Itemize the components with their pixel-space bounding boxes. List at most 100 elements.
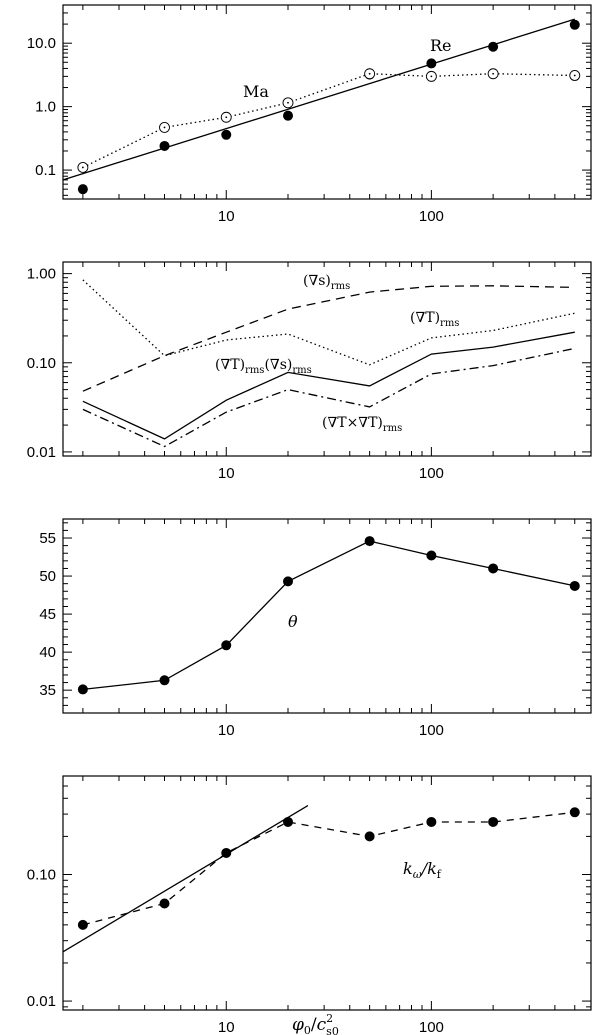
data-point-series: [77, 684, 88, 695]
y-tick-label: 35: [39, 682, 56, 699]
series-line-t-t-rms: [82, 347, 575, 448]
annot-grad-T: (∇T)rms: [410, 310, 459, 329]
panel-velocity: 10 100 0.1 1.0 10.0 Re Ma: [27, 4, 592, 225]
data-point-re: [283, 110, 294, 121]
data-point-k-kf: [77, 919, 88, 930]
y-tick-label: 45: [39, 606, 56, 623]
annot-grad-s-sub: rms: [331, 281, 350, 292]
data-point-series: [221, 640, 232, 651]
axis-ticks: 10 100 35 40 45 50 55: [39, 519, 592, 739]
data-point-series: [426, 550, 437, 561]
y-tick-label: 1.0: [35, 99, 56, 116]
data-point-series: [159, 675, 170, 686]
annot-product-T: (∇T): [215, 357, 245, 373]
annot-grad-T-sub: rms: [440, 318, 459, 329]
annot-product: (∇T)rms(∇s)rms: [215, 357, 312, 376]
data-point-center-ma: [573, 74, 576, 77]
xlabel-sup: 2: [326, 1012, 333, 1025]
panel-frame: [62, 518, 592, 714]
annot-grad-s-main: (∇s): [303, 273, 331, 289]
annot-product-sub1: rms: [245, 365, 264, 376]
data-point-re: [221, 129, 232, 140]
series-layer: [82, 279, 575, 448]
data-point-center-ma: [368, 72, 371, 75]
xlabel-sub: s0: [326, 1025, 339, 1035]
data-point-center-ma: [287, 101, 289, 104]
data-point-series: [364, 536, 375, 547]
series-line-k-kf: [82, 811, 575, 926]
series-layer: [62, 805, 580, 953]
panel-frame: [62, 261, 592, 457]
data-point-series: [569, 580, 580, 591]
axis-ticks: 10 100 0.1 1.0 10.0: [27, 4, 592, 225]
annot-product-sub2: rms: [292, 365, 311, 376]
data-point-center-ma: [163, 126, 166, 129]
xlabel-slash: /: [311, 1015, 317, 1035]
data-point-re: [77, 184, 88, 195]
data-point-center-ma: [492, 72, 495, 75]
panel-theta: 10 100 35 40 45 50 55 θ: [39, 518, 592, 739]
y-tick-label: 40: [39, 644, 56, 661]
annot-theta: θ: [288, 612, 298, 631]
series-line-ma: [82, 73, 575, 168]
series-line-fit: [62, 805, 309, 953]
series-layer: [77, 536, 580, 695]
x-tick-label: 10: [218, 722, 235, 739]
annot-re: Re: [430, 36, 452, 55]
annot-grad-s: (∇s)rms: [303, 273, 350, 292]
data-point-center-ma: [225, 116, 228, 119]
xlabel-c: c: [317, 1015, 327, 1035]
data-point-center-ma: [430, 75, 433, 78]
data-point-center-ma: [81, 166, 84, 169]
y-tick-label: 0.1: [35, 162, 56, 179]
annot-k-ratio: kω/kf: [403, 859, 442, 881]
data-point-k-kf: [364, 831, 375, 842]
annot-k-omega: k: [403, 859, 413, 878]
series-layer: [62, 18, 581, 195]
annot-cross-sub: rms: [383, 423, 402, 434]
panel-frame: [62, 4, 592, 200]
data-point-re: [426, 58, 437, 69]
annot-cross-main: (∇T×∇T): [322, 415, 383, 431]
series-line-fit: [62, 18, 575, 181]
x-tick-label: 10: [218, 208, 235, 225]
y-tick-label: 0.01: [27, 444, 56, 461]
annot-product-s: (∇s): [264, 357, 292, 373]
y-tick-label: 0.10: [27, 355, 56, 372]
data-point-k-kf: [488, 816, 499, 827]
y-tick-label: 0.10: [27, 866, 56, 883]
x-tick-label: 100: [419, 1019, 444, 1035]
series-line-s-rms: [82, 285, 575, 392]
xlabel-phi: φ: [292, 1015, 304, 1035]
x-tick-label: 10: [218, 465, 235, 482]
y-tick-label: 55: [39, 530, 56, 547]
y-tick-label: 0.01: [27, 993, 56, 1010]
y-tick-label: 50: [39, 568, 56, 585]
x-tick-label: 100: [419, 465, 444, 482]
annot-f-sub: f: [437, 868, 442, 881]
data-point-k-kf: [569, 807, 580, 818]
x-tick-label: 100: [419, 208, 444, 225]
data-point-k-kf: [283, 816, 294, 827]
annot-cross: (∇T×∇T)rms: [322, 415, 402, 434]
data-point-series: [283, 576, 294, 587]
data-point-k-kf: [159, 898, 170, 909]
xlabel-0: 0: [304, 1024, 311, 1035]
y-tick-label: 1.00: [27, 266, 56, 283]
x-tick-label: 100: [419, 722, 444, 739]
series-line-t-rms: [82, 279, 575, 366]
data-point-re: [569, 19, 580, 30]
x-tick-label: 10: [218, 1019, 235, 1035]
series-line-t-rms-s-rms: [82, 331, 575, 440]
y-tick-label: 10.0: [27, 35, 56, 52]
axis-ticks: 10 100 0.01 0.10 1.00: [27, 262, 592, 482]
annot-ma: Ma: [243, 82, 269, 101]
data-point-k-kf: [426, 816, 437, 827]
panel-frame: [62, 775, 592, 1011]
annot-omega-sub: ω: [413, 868, 422, 881]
axis-ticks: 10 100 0.01 0.10: [27, 776, 592, 1035]
annot-slash: /: [420, 859, 429, 878]
